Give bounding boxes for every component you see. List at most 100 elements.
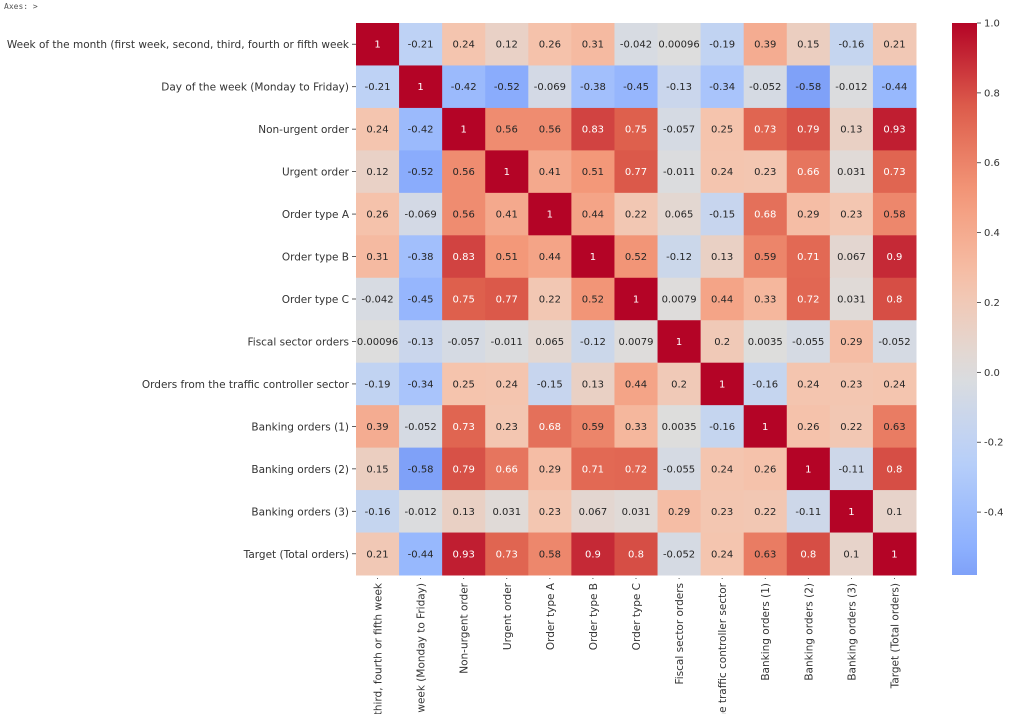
heatmap-cell: [614, 235, 659, 279]
heatmap-cell: [657, 192, 702, 236]
heatmap-cell: [614, 405, 659, 449]
cell-value-label: 0.23: [539, 507, 561, 518]
cell-value-label: 0.73: [883, 167, 905, 178]
heatmap-cell: [700, 405, 745, 449]
heatmap-cell: [571, 447, 615, 491]
heatmap-cell: [571, 405, 615, 449]
heatmap-cell: [571, 65, 615, 109]
cell-value-label: 0.33: [754, 295, 776, 306]
heatmap-cell: [571, 107, 615, 151]
cell-value-label: 0.58: [539, 549, 561, 560]
cell-value-label: 0.75: [453, 295, 475, 306]
heatmap-cell: [614, 192, 659, 236]
heatmap-cell: [614, 277, 659, 321]
cell-value-label: 0.63: [883, 422, 905, 433]
heatmap-cell: [356, 192, 400, 236]
cell-value-label: 0.83: [453, 252, 475, 263]
heatmap-cell: [829, 107, 874, 151]
cell-value-label: -0.58: [408, 464, 434, 475]
heatmap-cell: [872, 362, 917, 406]
cell-value-label: -0.012: [404, 507, 436, 518]
cell-value-label: 0.067: [837, 252, 866, 263]
cell-value-label: 0.22: [754, 507, 776, 518]
heatmap-cell: [700, 150, 745, 194]
heatmap-cell: [485, 235, 529, 279]
heatmap-cell: [657, 65, 702, 109]
heatmap-cell: [528, 23, 572, 66]
heatmap-cell: [356, 362, 400, 406]
heatmap-cell: [528, 447, 572, 491]
cell-value-label: -0.055: [663, 464, 695, 475]
heatmap-cell: [829, 150, 874, 194]
cell-value-label: -0.16: [752, 379, 778, 390]
cell-value-label: -0.011: [491, 337, 523, 348]
heatmap-cell: [442, 405, 486, 449]
heatmap-cell: [657, 150, 702, 194]
cell-value-label: 0.29: [668, 507, 690, 518]
heatmap-cell: [829, 490, 874, 534]
cell-value-label: 1: [676, 337, 682, 348]
cell-value-label: -0.055: [792, 337, 824, 348]
cell-value-label: -0.052: [404, 422, 436, 433]
cell-value-label: 0.15: [797, 40, 819, 51]
heatmap-cell: [700, 320, 745, 364]
cell-value-label: 0.66: [496, 464, 518, 475]
cell-value-label: 0.31: [366, 252, 388, 263]
heatmap-cell: [399, 405, 443, 449]
heatmap-cell: [571, 23, 615, 66]
cell-value-label: 0.72: [797, 295, 819, 306]
cell-value-label: 0.13: [840, 125, 862, 136]
cell-value-label: 0.72: [625, 464, 647, 475]
cell-value-label: 0.8: [887, 295, 903, 306]
heatmap-cell: [614, 65, 659, 109]
heatmap-cell: [872, 235, 917, 279]
cell-value-label: -0.16: [838, 40, 864, 51]
cell-value-label: 0.73: [754, 125, 776, 136]
heatmap-cell: [442, 192, 486, 236]
cell-value-label: 0.2: [671, 379, 687, 390]
heatmap-cell: [657, 235, 702, 279]
x-tick-label: Order type A: [545, 582, 557, 650]
cell-value-label: 0.66: [797, 167, 819, 178]
cell-value-label: 0.25: [453, 379, 475, 390]
heatmap-cell: [356, 150, 400, 194]
y-tick-label: Day of the week (Monday to Friday): [161, 82, 349, 94]
x-tick-label: Banking orders (1): [760, 583, 772, 681]
cell-value-label: -0.16: [365, 507, 391, 518]
heatmap-cell: [399, 107, 443, 151]
cell-value-label: -0.42: [408, 125, 434, 136]
heatmap-cell: [700, 490, 745, 534]
cell-value-label: -0.34: [709, 82, 735, 93]
heatmap-cell: [614, 23, 659, 66]
heatmap-cell: [786, 405, 831, 449]
heatmap-cell: [786, 150, 831, 194]
colorbar: 1.0 0.8 0.6 0.4 0.2 0.0 -0.2 -0.4: [952, 19, 1004, 575]
cell-value-label: 0.26: [754, 464, 776, 475]
cell-value-label: 0.26: [366, 210, 388, 221]
cell-value-label: 1: [504, 167, 510, 178]
heatmap-cell: [485, 150, 529, 194]
cell-value-label: 0.031: [492, 507, 521, 518]
heatmap-cell: [442, 150, 486, 194]
cell-value-label: 0.33: [625, 422, 647, 433]
y-tick-label: Target (Total orders): [243, 549, 349, 561]
cell-value-label: -0.069: [404, 210, 436, 221]
cell-value-label: 0.23: [496, 422, 518, 433]
heatmap-cell: [356, 235, 400, 279]
heatmap-cell: [614, 447, 659, 491]
heatmap-cell: [743, 192, 788, 236]
heatmap-cell: [829, 235, 874, 279]
cell-value-label: 0.56: [453, 210, 475, 221]
heatmap-cell: [829, 23, 874, 66]
heatmap-cell: [571, 490, 615, 534]
cell-value-label: 1: [461, 125, 467, 136]
heatmap-cell: [399, 23, 443, 66]
heatmap-cell: [614, 107, 659, 151]
heatmap-cell: [614, 362, 659, 406]
cell-value-label: 0.71: [797, 252, 819, 263]
heatmap-cell: [528, 320, 572, 364]
heatmap-cell: [528, 192, 572, 236]
cell-value-label: 0.52: [625, 252, 647, 263]
cell-value-label: 0.24: [711, 167, 733, 178]
